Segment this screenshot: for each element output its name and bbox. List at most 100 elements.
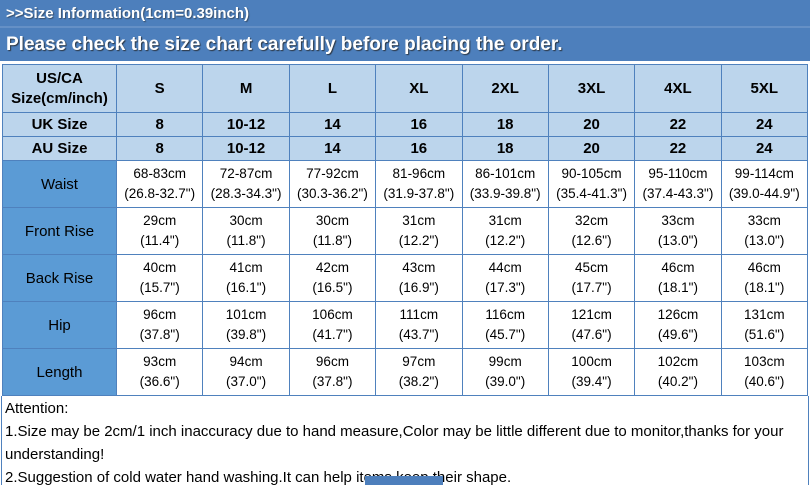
measure-cm: 43cm	[402, 260, 436, 275]
measure-inch: (12.2")	[485, 233, 526, 248]
measure-inch: (11.4")	[140, 233, 180, 248]
measure-cm: 31cm	[488, 213, 522, 228]
measure-inch: (12.6")	[571, 233, 612, 248]
measure-inch: (39.4")	[571, 374, 612, 389]
measure-value-cell: 72-87cm (28.3-34.3")	[202, 160, 290, 208]
measure-cm: 97cm	[402, 354, 436, 369]
measure-value-cell: 43cm (16.9")	[375, 254, 463, 302]
size-chart-warning-text: Please check the size chart carefully be…	[6, 33, 563, 55]
measure-inch: (28.3-34.3")	[210, 186, 282, 201]
measure-value-cell: 30cm (11.8")	[202, 207, 290, 255]
measure-row-back-rise: Back Rise 40cm (15.7") 41cm (16.1") 42cm (16.5…	[2, 254, 809, 302]
attention-section: Attention: 1.Size may be 2cm/1 inch inac…	[1, 396, 809, 485]
row-label-hip: Hip	[2, 301, 117, 349]
measure-cm: 45cm	[575, 260, 609, 275]
size-header-corner-cell: US/CA Size(cm/inch)	[2, 64, 117, 113]
measure-inch: (40.2")	[657, 374, 698, 389]
measure-cm: 32cm	[575, 213, 609, 228]
measure-value-cell: 93cm (36.6")	[115, 348, 204, 396]
measure-value-cell: 96cm (37.8")	[288, 348, 377, 396]
measure-cm: 31cm	[402, 213, 436, 228]
measure-inch: (33.9-39.8")	[469, 186, 541, 201]
size-chart-table: US/CA Size(cm/inch) S M L XL 2XL 3XL 4XL 5XL UK …	[2, 64, 809, 396]
row-label-length: Length	[2, 348, 117, 396]
size-info-banner: >>Size Information(1cm=0.39inch)	[0, 0, 810, 28]
size-value-cell: 10-12	[202, 136, 290, 161]
size-row-uk-size: UK Size 8 10-12 14 16 18 20 22 24	[2, 112, 809, 137]
measure-value-cell: 96cm (37.8")	[115, 301, 204, 349]
measure-inch: (45.7")	[485, 327, 526, 342]
measure-cm: 93cm	[143, 354, 177, 369]
size-header-cell-xl: XL	[375, 64, 463, 113]
measure-inch: (13.0")	[744, 233, 785, 248]
size-value-cell: 20	[547, 112, 636, 137]
row-label-front-rise: Front Rise	[2, 207, 117, 255]
measure-inch: (13.0")	[657, 233, 698, 248]
size-chart-warning-banner: Please check the size chart carefully be…	[0, 28, 810, 61]
row-label-waist: Waist	[2, 160, 117, 208]
measure-value-cell: 44cm (17.3")	[461, 254, 549, 302]
measure-value-cell: 46cm (18.1")	[634, 254, 722, 302]
measure-inch: (16.5")	[312, 280, 353, 295]
measure-inch: (37.0")	[226, 374, 267, 389]
measure-value-cell: 32cm (12.6")	[547, 207, 636, 255]
measure-value-cell: 131cm (51.6")	[720, 301, 809, 349]
measure-cm: 99cm	[488, 354, 522, 369]
size-value-cell: 14	[288, 112, 377, 137]
measure-cm: 72-87cm	[219, 166, 273, 181]
measure-inch: (36.6")	[139, 374, 180, 389]
measure-cm: 46cm	[747, 260, 781, 275]
measure-cm: 33cm	[747, 213, 781, 228]
measure-value-cell: 99cm (39.0")	[461, 348, 549, 396]
measure-inch: (11.8")	[312, 233, 352, 248]
measure-cm: 90-105cm	[561, 166, 622, 181]
measure-inch: (39.0")	[485, 374, 526, 389]
measure-cm: 102cm	[657, 354, 699, 369]
size-value-cell: 8	[115, 112, 204, 137]
measure-inch: (30.3-36.2")	[297, 186, 368, 201]
size-value-cell: 18	[461, 112, 549, 137]
measure-value-cell: 33cm (13.0")	[634, 207, 722, 255]
size-header-row: US/CA Size(cm/inch) S M L XL 2XL 3XL 4XL 5XL	[2, 64, 809, 113]
measure-value-cell: 126cm (49.6")	[634, 301, 722, 349]
size-header-cell-5xl: 5XL	[720, 64, 809, 113]
measure-inch: (41.7")	[312, 327, 353, 342]
measure-value-cell: 46cm (18.1")	[720, 254, 809, 302]
measure-inch: (17.3")	[485, 280, 526, 295]
measure-cm: 29cm	[143, 213, 177, 228]
measure-value-cell: 90-105cm (35.4-41.3")	[547, 160, 636, 208]
measure-inch: (12.2")	[398, 233, 439, 248]
measure-inch: (37.4-43.3")	[642, 186, 714, 201]
row-label-uk-size: UK Size	[2, 112, 117, 137]
measure-row-front-rise: Front Rise 29cm (11.4") 30cm (11.8") 30cm (11.…	[2, 207, 809, 255]
measure-value-cell: 95-110cm (37.4-43.3")	[634, 160, 722, 208]
row-label-au-size: AU Size	[2, 136, 117, 161]
measure-inch: (37.8")	[312, 374, 353, 389]
size-value-cell: 18	[461, 136, 549, 161]
measure-value-cell: 102cm (40.2")	[634, 348, 722, 396]
size-value-cell: 16	[375, 112, 463, 137]
measure-cm: 41cm	[229, 260, 263, 275]
size-value-cell: 24	[720, 136, 809, 161]
measure-inch: (16.1")	[226, 280, 267, 295]
measure-value-cell: 45cm (17.7")	[547, 254, 636, 302]
measure-inch: (18.1")	[657, 280, 698, 295]
attention-notes: 1.Size may be 2cm/1 inch inaccuracy due …	[5, 420, 805, 485]
measure-inch: (43.7")	[398, 327, 439, 342]
row-label-back-rise: Back Rise	[2, 254, 117, 302]
measure-value-cell: 77-92cm (30.3-36.2")	[288, 160, 377, 208]
attention-title: Attention:	[5, 400, 69, 417]
measure-cm: 103cm	[744, 354, 785, 369]
measure-cm: 77-92cm	[306, 166, 359, 181]
measure-cm: 116cm	[485, 307, 525, 322]
measure-inch: (16.9")	[398, 280, 439, 295]
measure-value-cell: 100cm (39.4")	[547, 348, 636, 396]
measure-cm: 111cm	[399, 307, 439, 322]
attention-note-1: 1.Size may be 2cm/1 inch inaccuracy due …	[5, 423, 784, 463]
measure-cm: 30cm	[229, 213, 263, 228]
measure-cm: 99-114cm	[734, 166, 794, 181]
measure-value-cell: 106cm (41.7")	[288, 301, 377, 349]
measure-inch: (38.2")	[398, 374, 439, 389]
measure-inch: (49.6")	[657, 327, 698, 342]
measure-value-cell: 29cm (11.4")	[115, 207, 204, 255]
